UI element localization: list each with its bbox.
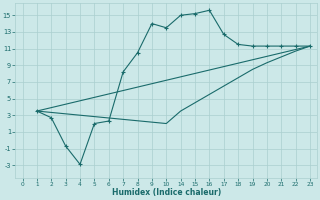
X-axis label: Humidex (Indice chaleur): Humidex (Indice chaleur) — [112, 188, 221, 197]
